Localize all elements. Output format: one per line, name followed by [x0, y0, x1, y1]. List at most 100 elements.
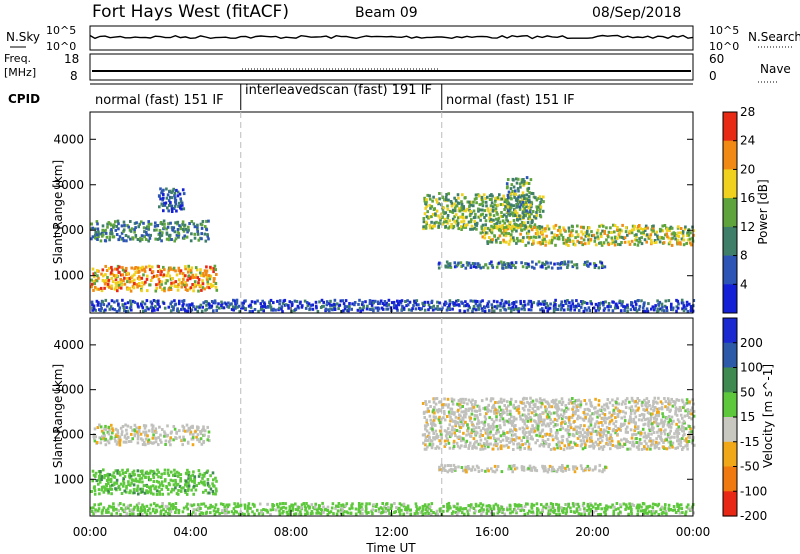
echo-cell [514, 305, 518, 309]
echo-cell [564, 512, 568, 515]
echo-cell [560, 441, 564, 445]
echo-cell [680, 237, 684, 241]
echo-cell [235, 298, 239, 302]
echo-cell [322, 304, 325, 308]
echo-cell [442, 410, 446, 413]
echo-cell [516, 197, 519, 201]
echo-cell [468, 205, 471, 209]
echo-cell [676, 439, 679, 443]
echo-cell [143, 426, 147, 430]
echo-cell [149, 300, 153, 304]
echo-cell [616, 306, 620, 310]
echo-cell [662, 423, 665, 427]
echo-cell [597, 307, 600, 311]
echo-cell [454, 419, 457, 423]
echo-cell [103, 476, 106, 480]
echo-cell [560, 261, 564, 264]
echo-cell [678, 420, 681, 424]
echo-cell [636, 509, 640, 513]
echo-cell [541, 423, 544, 427]
echo-cell [451, 410, 454, 414]
echo-cell [486, 305, 490, 309]
echo-cell [93, 439, 97, 443]
echo-cell [583, 431, 586, 435]
echo-cell [457, 508, 460, 512]
echo-cell [131, 279, 135, 283]
echo-cell [450, 469, 454, 473]
echo-cell [133, 491, 136, 495]
echo-cell [470, 503, 473, 507]
echo-cell [659, 400, 663, 404]
echo-cell [272, 301, 275, 305]
echo-cell [492, 443, 496, 447]
echo-cell [581, 243, 584, 247]
echo-cell [609, 447, 612, 451]
echo-cell [140, 472, 144, 476]
echo-cell [433, 411, 436, 415]
echo-cell [165, 486, 169, 489]
echo-cell [634, 425, 637, 429]
echo-cell [472, 437, 476, 441]
echo-cell [431, 442, 435, 446]
echo-cell [630, 420, 633, 424]
echo-cell [315, 511, 318, 515]
echo-cell [528, 408, 531, 412]
echo-cell [283, 298, 287, 302]
echo-cell [662, 422, 666, 425]
echo-cell [540, 503, 543, 507]
echo-cell [436, 304, 439, 308]
echo-cell [213, 506, 217, 510]
echo-cell [467, 467, 471, 471]
echo-cell [521, 430, 525, 434]
echo-cell [472, 204, 475, 208]
echo-cell [486, 242, 490, 245]
echo-cell [101, 508, 104, 512]
echo-cell [502, 432, 506, 435]
echo-cell [533, 413, 536, 417]
echo-cell [151, 484, 155, 488]
echo-cell [619, 409, 622, 413]
echo-cell [169, 201, 172, 205]
echo-cell [522, 306, 526, 310]
echo-cell [154, 237, 157, 241]
echo-cell [638, 237, 641, 241]
echo-cell [522, 401, 526, 405]
echo-cell [520, 261, 523, 265]
echo-cell [457, 399, 461, 403]
echo-cell [152, 476, 155, 480]
echo-cell [479, 218, 482, 222]
echo-cell [594, 422, 597, 426]
echo-cell [430, 439, 434, 443]
echo-cell [477, 504, 481, 508]
echo-cell [452, 446, 455, 450]
echo-cell [667, 236, 670, 240]
echo-cell [577, 403, 580, 407]
echo-cell [687, 507, 690, 511]
echo-cell [189, 477, 193, 481]
echo-cell [687, 238, 690, 242]
echo-cell [487, 425, 491, 429]
echo-cell [547, 227, 551, 231]
echo-cell [492, 512, 495, 516]
echo-region [92, 423, 211, 447]
echo-cell [104, 437, 107, 441]
echo-cell [469, 400, 473, 404]
echo-cell [147, 227, 150, 231]
echo-cell [121, 508, 125, 512]
echo-cell [579, 424, 583, 427]
echo-cell [481, 200, 485, 204]
echo-cell [166, 505, 169, 509]
echo-cell [147, 307, 150, 311]
echo-cell [182, 299, 186, 303]
echo-cell [176, 230, 180, 234]
echo-cell [201, 279, 204, 283]
echo-cell [97, 276, 100, 280]
echo-cell [557, 503, 561, 507]
echo-cell [100, 488, 104, 492]
echo-cell [154, 511, 157, 515]
echo-cell [443, 217, 447, 221]
echo-cell [634, 427, 637, 431]
echo-cell [676, 446, 679, 450]
echo-cell [670, 422, 674, 426]
echo-cell [531, 510, 534, 514]
